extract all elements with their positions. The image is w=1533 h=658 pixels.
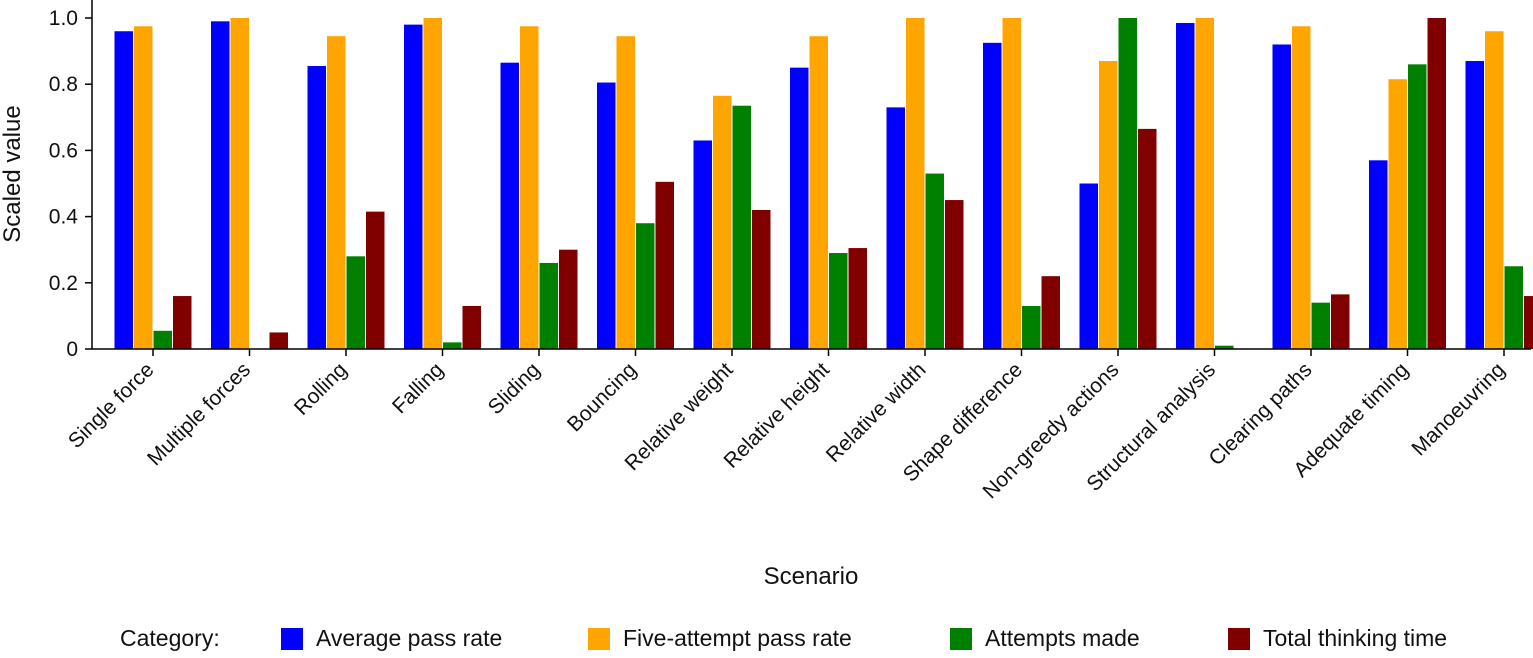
bar-relative-weight-attempts-made [733,106,752,349]
x-tick-label: Clearing paths [1205,358,1317,470]
legend-label-total-thinking-time: Total thinking time [1263,625,1447,651]
bar-clearing-paths-five-attempt-pass-rate [1292,26,1311,349]
bar-shape-difference-average-pass-rate [983,43,1002,349]
bar-manoeuvring-five-attempt-pass-rate [1485,31,1504,349]
bar-sliding-total-thinking-time [559,250,578,349]
bar-non-greedy-actions-average-pass-rate [1080,184,1099,350]
bar-rolling-five-attempt-pass-rate [327,36,346,349]
legend-swatch-attempts-made [950,628,972,650]
bar-non-greedy-actions-five-attempt-pass-rate [1099,61,1118,349]
bar-clearing-paths-attempts-made [1312,303,1331,349]
legend: Category: Average pass rate Five-attempt … [120,625,1447,651]
x-tick-label: Relative height [720,358,835,473]
bar-relative-weight-five-attempt-pass-rate [713,96,732,349]
bar-adequate-timing-five-attempt-pass-rate [1389,79,1408,349]
bar-sliding-five-attempt-pass-rate [520,26,539,349]
bar-multiple-forces-average-pass-rate [211,21,230,349]
bar-shape-difference-five-attempt-pass-rate [1003,18,1022,349]
x-tick-label: Single force [64,358,159,453]
bar-clearing-paths-total-thinking-time [1331,294,1350,349]
bar-single-force-attempts-made [154,331,173,349]
legend-swatch-five-attempt-pass-rate [588,628,610,650]
legend-label-five-attempt-pass-rate: Five-attempt pass rate [623,625,852,651]
bar-falling-five-attempt-pass-rate [424,18,443,349]
bar-rolling-total-thinking-time [366,212,385,349]
bar-adequate-timing-average-pass-rate [1369,160,1388,349]
bar-bouncing-total-thinking-time [656,182,675,349]
x-tick-label: Falling [388,358,448,418]
x-tick-label: Sliding [484,358,545,419]
bar-relative-height-five-attempt-pass-rate [810,36,829,349]
x-tick-label: Bouncing [563,358,641,436]
x-tick-label: Relative width [822,358,931,467]
bar-single-force-five-attempt-pass-rate [134,26,153,349]
bar-relative-height-average-pass-rate [790,68,809,349]
y-tick-label: 0.4 [49,206,79,229]
bar-sliding-average-pass-rate [501,63,520,349]
bar-structural-analysis-five-attempt-pass-rate [1196,18,1215,349]
bar-structural-analysis-average-pass-rate [1176,23,1195,349]
y-tick-label: 1.0 [49,7,78,30]
bar-relative-weight-total-thinking-time [752,210,771,349]
x-axis-title: Scenario [764,563,859,590]
x-tick-label: Manoeuvring [1407,358,1509,460]
bar-falling-attempts-made [443,342,462,349]
bar-relative-weight-average-pass-rate [694,140,713,349]
bar-relative-width-total-thinking-time [945,200,964,349]
legend-title: Category: [120,625,220,651]
bar-sliding-attempts-made [540,263,559,349]
bar-shape-difference-attempts-made [1022,306,1041,349]
bar-shape-difference-total-thinking-time [1042,276,1061,349]
bars-layer [115,18,1533,349]
legend-swatch-average-pass-rate [281,628,303,650]
bar-single-force-total-thinking-time [173,296,192,349]
bar-falling-total-thinking-time [463,306,482,349]
bar-bouncing-attempts-made [636,223,655,349]
y-tick-label: 0.6 [49,139,78,162]
bar-manoeuvring-total-thinking-time [1524,296,1533,349]
legend-label-average-pass-rate: Average pass rate [316,625,502,651]
bar-manoeuvring-attempts-made [1505,266,1524,349]
bar-relative-height-attempts-made [829,253,848,349]
bar-falling-average-pass-rate [404,25,423,349]
bar-adequate-timing-total-thinking-time [1428,18,1447,349]
bar-non-greedy-actions-total-thinking-time [1138,129,1157,349]
x-tick-label: Rolling [290,358,352,420]
bar-manoeuvring-average-pass-rate [1466,61,1485,349]
x-tick-label: Multiple forces [143,358,255,470]
y-tick-label: 0 [66,338,78,361]
legend-swatch-total-thinking-time [1228,628,1250,650]
bar-multiple-forces-five-attempt-pass-rate [231,18,250,349]
bar-clearing-paths-average-pass-rate [1273,44,1292,349]
bar-relative-width-average-pass-rate [887,107,906,349]
bar-single-force-average-pass-rate [115,31,134,349]
bar-rolling-average-pass-rate [308,66,327,349]
bar-non-greedy-actions-attempts-made [1119,18,1138,349]
y-axis-title: Scaled value [0,105,26,242]
bar-rolling-attempts-made [347,256,366,349]
bar-multiple-forces-total-thinking-time [270,332,289,349]
bar-bouncing-five-attempt-pass-rate [617,36,636,349]
legend-label-attempts-made: Attempts made [985,625,1140,651]
bar-relative-width-five-attempt-pass-rate [906,18,925,349]
y-tick-label: 0.2 [49,272,78,295]
bar-bouncing-average-pass-rate [597,83,616,349]
bar-relative-height-total-thinking-time [849,248,868,349]
bar-adequate-timing-attempts-made [1408,64,1427,349]
y-tick-label: 0.8 [49,73,78,96]
bar-relative-width-attempts-made [926,174,945,349]
